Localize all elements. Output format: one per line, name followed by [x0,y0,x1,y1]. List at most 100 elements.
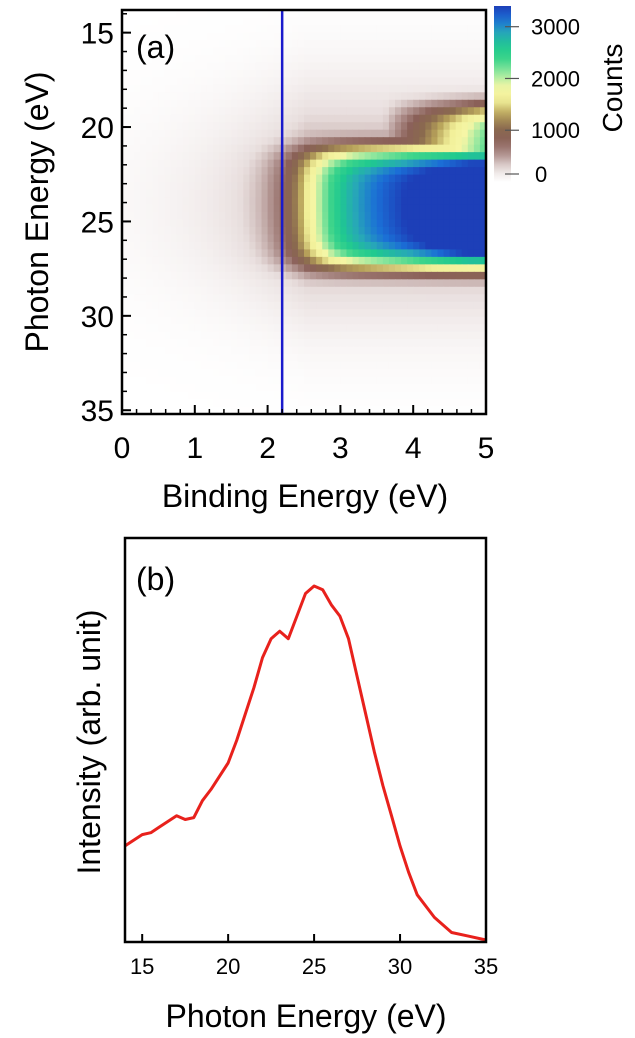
heatmap-cell [134,256,141,265]
heatmap-cell [419,197,426,206]
heatmap-cell [285,369,293,378]
heatmap-cell [461,159,469,168]
heatmap-cell [479,159,487,168]
heatmap-cell [249,32,257,41]
heatmap-cell [200,271,208,280]
heatmap-cell [407,152,414,161]
heatmap-cell [152,24,159,34]
heatmap-cell [431,339,439,348]
heatmap-cell [200,182,208,191]
heatmap-cell [140,92,147,101]
heatmap-cell [328,39,335,49]
heatmap-cell [243,384,250,393]
heatmap-cell [382,241,390,251]
x-tick-label: 5 [478,432,495,465]
heatmap-cell [395,197,402,206]
heatmap-cell [431,99,439,108]
heatmap-cell [164,316,172,325]
heatmap-cell [206,331,214,340]
heatmap-cell [467,137,475,146]
heatmap-cell [310,17,317,26]
heatmap-cell [255,84,263,93]
heatmap-cell [364,354,372,363]
heatmap-cell [122,144,129,153]
heatmap-cell [261,316,269,325]
heatmap-cell [297,324,305,333]
heatmap-cell [473,346,481,355]
heatmap-cell [206,114,214,123]
heatmap-cell [443,219,451,228]
heatmap-cell [449,331,457,340]
heatmap-cell [388,197,396,206]
heatmap-cell [158,212,166,221]
heatmap-cell [122,279,129,288]
heatmap-cell [370,62,378,71]
heatmap-cell [310,54,317,63]
heatmap-cell [304,144,311,153]
heatmap-cell [297,391,305,400]
heatmap-cell [176,361,184,370]
heatmap-cell [316,354,323,363]
heatmap-cell [261,24,269,34]
heatmap-cell [243,271,250,280]
heatmap-cell [122,32,129,41]
heatmap-cell [261,301,269,310]
heatmap-cell [388,122,396,131]
heatmap-cell [304,204,311,213]
heatmap-cell [461,369,469,378]
heatmap-cell [449,144,457,153]
heatmap-cell [267,204,275,213]
heatmap-cell [352,346,360,355]
heatmap-cell [316,346,323,355]
heatmap-cell [297,339,305,348]
heatmap-cell [146,256,153,265]
heatmap-cell [134,339,141,348]
heatmap-cell [376,316,384,325]
heatmap-cell [206,234,214,243]
heatmap-cell [170,54,178,63]
heatmap-cell [291,32,299,41]
heatmap-cell [352,84,360,93]
heatmap-cell [395,256,402,265]
heatmap-cell [425,369,432,378]
heatmap-cell [213,24,220,34]
heatmap-cell [328,309,335,318]
heatmap-cell [200,309,208,318]
heatmap-cell [382,264,390,273]
heatmap-cell [449,99,457,108]
heatmap-cell [158,339,166,348]
heatmap-cell [382,369,390,378]
heatmap-cell [322,391,329,400]
heatmap-cell [243,84,250,93]
heatmap-cell [237,137,244,146]
heatmap-cell [401,346,408,355]
heatmap-cell [352,92,360,101]
heatmap-cell [285,144,293,153]
heatmap-cell [455,406,463,415]
heatmap-cell [134,294,141,303]
heatmap-cell [243,77,250,86]
heatmap-cell [328,316,335,325]
heatmap-cell [249,219,257,228]
heatmap-cell [455,234,463,243]
heatmap-cell [322,129,329,138]
heatmap-cell [200,129,208,138]
heatmap-cell [134,316,141,325]
heatmap-cell [382,32,390,41]
heatmap-cell [419,346,426,355]
heatmap-cell [164,54,172,63]
heatmap-cell [413,159,420,168]
heatmap-cell [304,62,311,71]
heatmap-cell [291,391,299,400]
heatmap-cell [425,54,432,63]
heatmap-cell [310,144,317,153]
heatmap-cell [291,256,299,265]
heatmap-cell [170,152,178,161]
heatmap-cell [461,241,469,251]
heatmap-cell [304,122,311,131]
heatmap-cell [376,182,384,191]
heatmap-cell [219,182,226,191]
heatmap-cell [413,331,420,340]
heatmap-cell [334,114,341,123]
heatmap-cell [352,286,360,295]
